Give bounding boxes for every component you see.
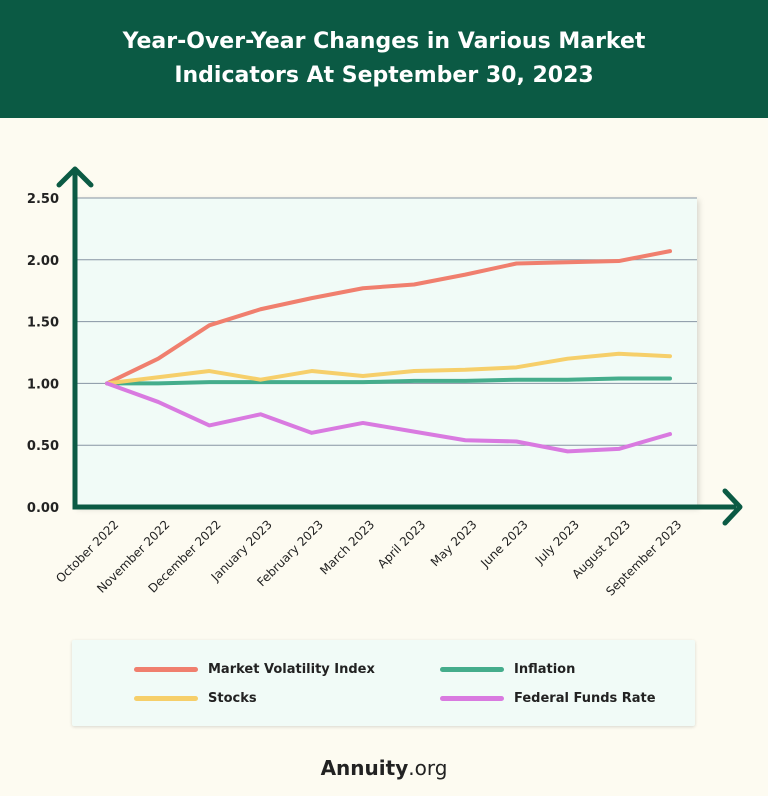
x-tick-label: April 2023 bbox=[375, 517, 429, 571]
legend-swatch bbox=[134, 696, 198, 701]
brand-name: Annuity bbox=[320, 756, 409, 780]
y-tick-label: 2.00 bbox=[27, 254, 59, 269]
x-tick-label: July 2023 bbox=[532, 517, 582, 567]
legend-item-fed-funds: Federal Funds Rate bbox=[440, 691, 656, 706]
legend-swatch bbox=[134, 667, 198, 672]
x-tick-label: June 2023 bbox=[477, 517, 530, 570]
series-line-inflation bbox=[105, 376, 672, 386]
legend-item-stocks: Stocks bbox=[134, 691, 257, 706]
legend-label: Market Volatility Index bbox=[208, 662, 375, 677]
series-line-market-volatility-index bbox=[105, 249, 672, 386]
legend-label: Inflation bbox=[514, 662, 576, 677]
axes bbox=[72, 172, 736, 510]
series-line-stocks bbox=[105, 351, 672, 386]
y-tick-label: 0.50 bbox=[27, 439, 59, 454]
legend-label: Stocks bbox=[208, 691, 257, 706]
legend-swatch bbox=[440, 696, 504, 701]
brand-logo: Annuity.org bbox=[0, 756, 768, 780]
x-axis-arrow-icon bbox=[722, 488, 743, 526]
y-axis-arrow-icon bbox=[56, 166, 94, 188]
brand-suffix: .org bbox=[408, 756, 448, 780]
y-tick-label: 1.00 bbox=[27, 377, 59, 392]
header-banner: Year-Over-Year Changes in Various Market… bbox=[0, 0, 768, 118]
plot-area bbox=[75, 198, 697, 507]
legend-item-inflation: Inflation bbox=[440, 662, 575, 677]
chart-title: Year-Over-Year Changes in Various Market… bbox=[122, 29, 646, 88]
legend-label: Federal Funds Rate bbox=[514, 691, 656, 706]
series-line-federal-funds-rate bbox=[105, 381, 672, 454]
x-tick-label: May 2023 bbox=[428, 517, 480, 569]
y-tick-label: 1.50 bbox=[27, 316, 59, 331]
legend: Market Volatility Index Inflation Stocks… bbox=[72, 640, 695, 726]
x-tick-label: March 2023 bbox=[317, 517, 377, 577]
legend-swatch bbox=[440, 667, 504, 672]
legend-item-volatility: Market Volatility Index bbox=[134, 662, 375, 677]
y-tick-label: 0.00 bbox=[27, 501, 59, 516]
y-tick-label: 2.50 bbox=[27, 192, 59, 207]
